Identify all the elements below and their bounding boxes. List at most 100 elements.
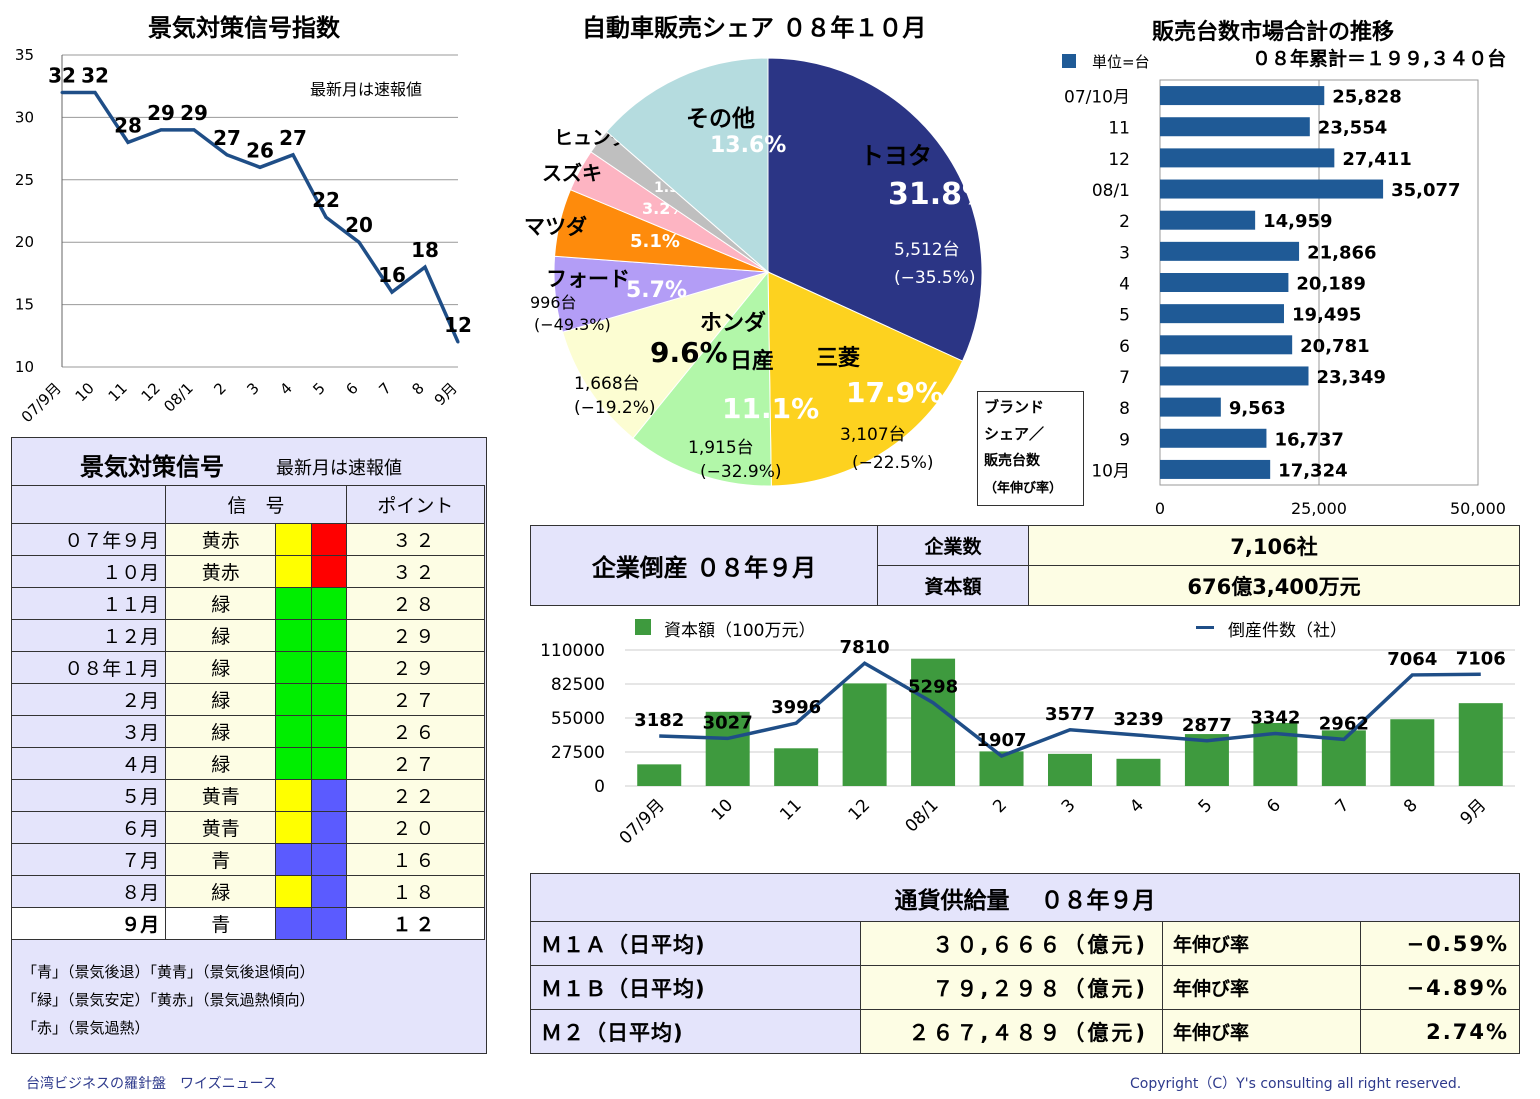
capital-value: 676億3,400万元 (1028, 565, 1520, 606)
signal-label-cell: 緑 (165, 587, 277, 620)
slice-units-label: 1,668台 (574, 374, 640, 394)
signal-color-cell (310, 683, 347, 716)
value-label: 32 (48, 63, 76, 87)
y-category-label: 11 (1108, 119, 1130, 139)
slice-pct-label: 9.6% (650, 336, 728, 369)
bar-value-label: 23,349 (1316, 367, 1385, 388)
month-cell: ４月 (10, 747, 167, 780)
capital-bar (637, 764, 682, 786)
x-tick-label: 6 (342, 379, 361, 398)
data-point (423, 265, 427, 269)
data-point (456, 340, 460, 344)
x-tick-label: 25,000 (1291, 499, 1347, 518)
slice-growth-label: (−32.9%) (700, 462, 782, 482)
pie-slice (767, 57, 983, 362)
value-label: 26 (246, 138, 274, 162)
line-value-label: 3182 (634, 710, 684, 731)
data-point (225, 153, 229, 157)
signal-table-row: ８月緑 １８ (10, 875, 486, 908)
sales-bar (1160, 210, 1256, 230)
slice-pct-label: 11.1% (722, 392, 819, 425)
x-tick-label: 0 (1155, 499, 1165, 518)
x-tick-label: 08/1 (160, 379, 197, 416)
y-category-label: 7 (1119, 368, 1130, 388)
sales-chart-title: 販売台数市場合計の推移 (1152, 20, 1395, 45)
data-point (390, 290, 394, 294)
slice-growth-label: (−49.3%) (534, 315, 611, 334)
signal-table-row: ３月緑 ２６ (10, 715, 486, 748)
sales-cumulative: ０８年累計＝１９９,３４０台 (1252, 48, 1507, 70)
sales-legend-swatch (1062, 54, 1076, 68)
x-tick-label: 08/1 (901, 795, 942, 836)
data-point (258, 165, 262, 169)
capital-bar (842, 683, 887, 786)
value-label: 32 (81, 63, 109, 87)
month-cell: ３月 (10, 715, 167, 748)
y-category-label: 6 (1119, 337, 1130, 357)
month-cell: ５月 (10, 779, 167, 812)
line-value-label: 3577 (1045, 704, 1095, 725)
slice-units-label: 5,512台 (894, 240, 960, 260)
signal-color-cell (310, 555, 347, 588)
sales-bar (1160, 179, 1384, 199)
x-tick-label: 9月 (431, 379, 461, 409)
y-tick-label: 20 (15, 233, 34, 251)
line-value-label: 2877 (1182, 715, 1232, 736)
capital-bar (705, 711, 750, 786)
line-legend-label: 倒産件数（社） (1228, 621, 1347, 641)
sales-legend-label: 単位=台 (1092, 53, 1150, 71)
month-cell: ７月 (10, 843, 167, 876)
point-cell: ２０ (345, 811, 486, 844)
slice-units-label: 1,915台 (688, 438, 754, 458)
month-cell: ８月 (10, 875, 167, 908)
y-tick-label: 82500 (551, 675, 605, 695)
money-value-cell: ７９,２９８（億元) (860, 965, 1163, 1010)
month-cell: １１月 (10, 587, 167, 620)
slice-pct-label: 17.9% (846, 376, 943, 409)
bar-value-label: 21,866 (1307, 242, 1376, 263)
month-cell: ０８年１月 (10, 651, 167, 684)
slice-name-label: マツダ (524, 215, 587, 239)
x-tick-label: 07/9月 (18, 379, 65, 426)
pie-chart-title: 自動車販売シェア ０８年１０月 (582, 14, 927, 42)
value-label: 12 (444, 313, 472, 337)
signal-table-row: ６月 黄青 ２０ (10, 811, 486, 844)
y-tick-label: 15 (15, 296, 34, 314)
signal-chart-title: 景気対策信号指数 (148, 14, 340, 42)
signal-table-row: ０７年９月 黄赤 ３２ (10, 523, 486, 556)
value-label: 28 (114, 113, 142, 137)
x-tick-label: 2 (989, 795, 1011, 817)
x-tick-label: 6 (1263, 795, 1285, 817)
month-cell: ０７年９月 (10, 523, 167, 556)
y-tick-label: 35 (15, 46, 34, 64)
line-value-label: 3342 (1250, 707, 1300, 728)
slice-name-label: 日産 (730, 348, 774, 374)
signal-color-cell (310, 651, 347, 684)
bar-value-label: 9,563 (1229, 398, 1286, 419)
car-share-pie-chart: トヨタ 31.8% 5,512台 (−35.5%) 三菱 17.9% 3,107台 (−22.… (524, 57, 990, 487)
y-tick-label: 110000 (540, 641, 605, 661)
footer-right: Copyright（C）Y's consulting all right res… (1130, 1076, 1462, 1092)
value-label: 16 (378, 263, 406, 287)
line-value-label: 7064 (1387, 649, 1437, 670)
company-count-label: 企業数 (877, 525, 1029, 566)
slice-name-label: トヨタ (860, 142, 932, 170)
signal-chart-note: 最新月は速報値 (310, 80, 423, 99)
slice-growth-label: (−22.5%) (852, 453, 934, 473)
y-category-label: 5 (1119, 306, 1130, 326)
y-tick-label: 30 (15, 108, 34, 126)
slice-pct-label: 5.1% (630, 231, 680, 252)
month-cell: ６月 (10, 811, 167, 844)
x-tick-label: 3 (243, 379, 262, 398)
capital-bar (774, 748, 819, 786)
signal-color-cell (310, 843, 347, 876)
signal-label-cell: 青 (165, 843, 277, 876)
y-category-label: 9 (1119, 430, 1130, 450)
x-tick-label: 3 (1058, 795, 1080, 817)
data-point (357, 240, 361, 244)
signal-color-cell (310, 523, 347, 556)
bar-value-label: 20,189 (1296, 274, 1365, 295)
pie-legend-line: 販売台数 (984, 453, 1040, 469)
signal-color-cell (310, 587, 347, 620)
capital-bar (911, 658, 956, 786)
